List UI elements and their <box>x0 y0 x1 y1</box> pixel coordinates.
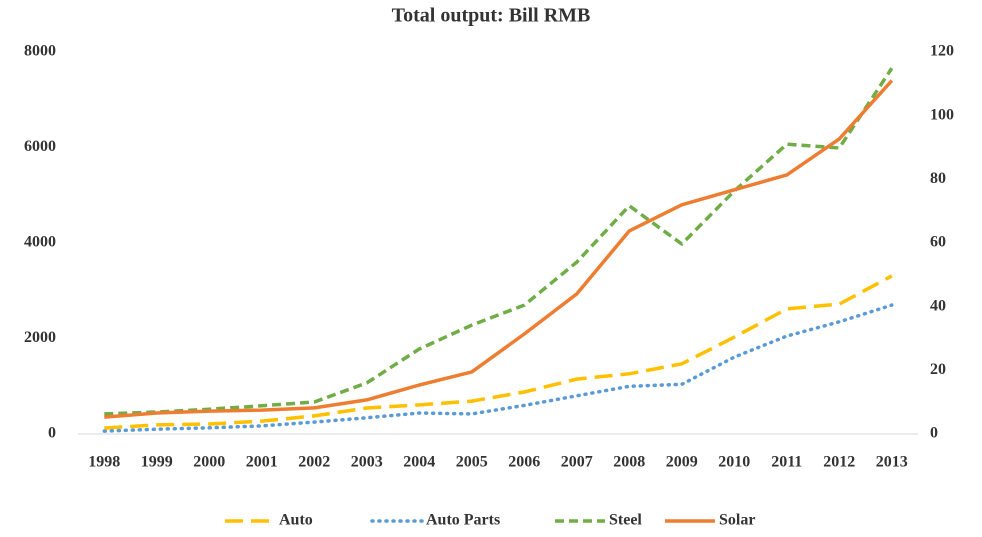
legend-label: Auto Parts <box>426 512 500 529</box>
legend-label: Auto <box>279 512 313 529</box>
x-tick-label: 1998 <box>88 454 120 471</box>
x-tick-label: 2012 <box>823 454 855 471</box>
series-line <box>104 79 894 419</box>
x-tick-label: 2010 <box>718 454 750 471</box>
y-tick-label: 4000 <box>24 234 56 251</box>
y2-tick-label: 40 <box>930 297 946 314</box>
chart-title: Total output: Bill RMB <box>392 5 591 27</box>
x-tick-label: 2000 <box>193 454 225 471</box>
x-tick-label: 1999 <box>141 454 173 471</box>
series-line <box>104 67 894 416</box>
x-tick-label: 2008 <box>613 454 645 471</box>
y2-tick-label: 60 <box>930 234 946 251</box>
y2-tick-label: 100 <box>930 106 954 123</box>
series-line <box>104 274 893 430</box>
y2-tick-label: 80 <box>930 170 946 187</box>
y2-tick-label: 0 <box>930 425 938 442</box>
y-tick-label: 2000 <box>24 329 56 346</box>
x-tick-label: 2004 <box>403 454 435 471</box>
y-tick-label: 8000 <box>24 43 56 60</box>
series-line <box>102 303 894 433</box>
x-tick-label: 2003 <box>351 454 383 471</box>
x-tick-label: 2011 <box>771 454 802 471</box>
x-tick-label: 2001 <box>246 454 278 471</box>
x-tick-label: 2002 <box>298 454 330 471</box>
y-tick-label: 0 <box>48 425 56 442</box>
x-tick-label: 2013 <box>876 454 908 471</box>
x-tick-label: 2009 <box>666 454 698 471</box>
x-tick-label: 2007 <box>561 454 593 471</box>
x-tick-label: 2005 <box>456 454 488 471</box>
x-tick-label: 2006 <box>508 454 540 471</box>
legend-label: Steel <box>609 512 642 529</box>
legend-label: Solar <box>719 512 755 529</box>
y2-tick-label: 20 <box>930 361 946 378</box>
y-tick-label: 6000 <box>24 138 56 155</box>
y2-tick-label: 120 <box>930 43 954 60</box>
